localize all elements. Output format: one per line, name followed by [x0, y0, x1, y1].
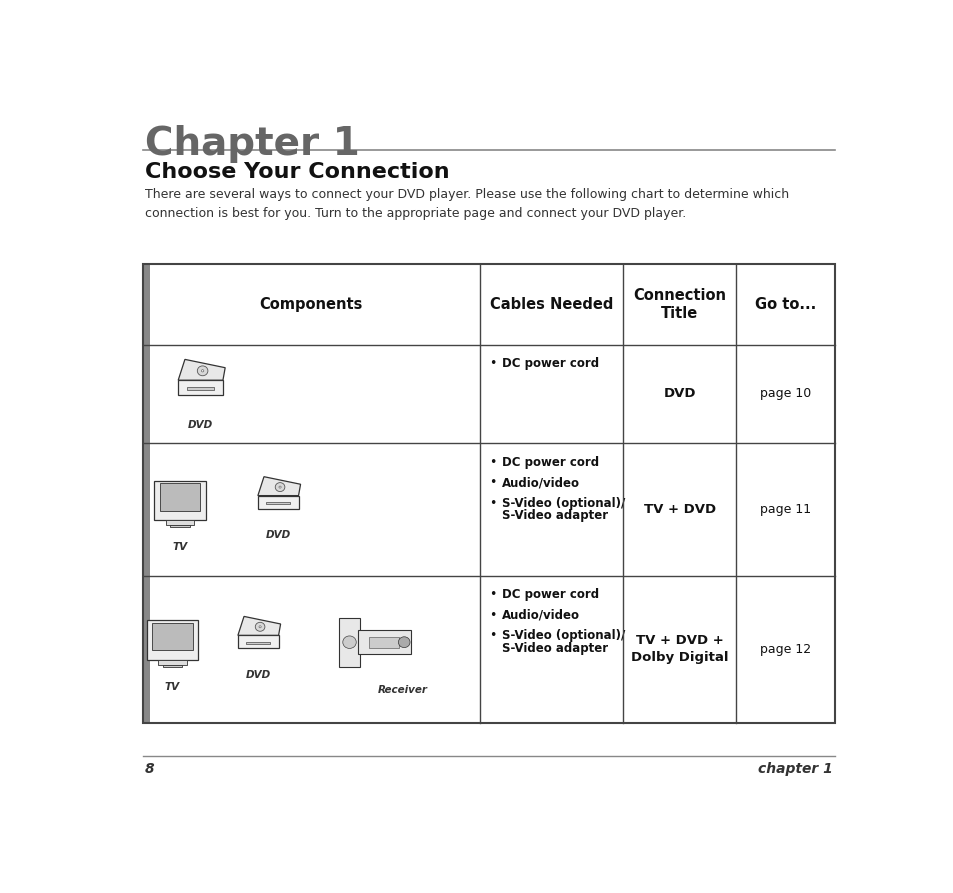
- Polygon shape: [237, 616, 280, 635]
- Text: Audio/video: Audio/video: [501, 608, 579, 622]
- Text: DVD: DVD: [245, 670, 271, 680]
- Text: DC power cord: DC power cord: [501, 588, 598, 601]
- Circle shape: [201, 370, 204, 372]
- Circle shape: [342, 636, 355, 648]
- Polygon shape: [178, 359, 225, 380]
- Text: page 10: page 10: [759, 388, 810, 400]
- Bar: [246, 642, 270, 644]
- Text: •: •: [488, 497, 496, 510]
- Text: There are several ways to connect your DVD player. Please use the following char: There are several ways to connect your D…: [145, 188, 788, 221]
- Bar: [154, 480, 206, 521]
- Text: •: •: [488, 455, 496, 469]
- Bar: [162, 665, 182, 667]
- Text: 8: 8: [145, 762, 154, 776]
- Bar: [143, 264, 834, 722]
- Text: page 12: page 12: [760, 643, 810, 655]
- Bar: [143, 264, 151, 722]
- Text: Chapter 1: Chapter 1: [145, 125, 359, 163]
- Text: Cables Needed: Cables Needed: [489, 296, 613, 312]
- Text: page 11: page 11: [760, 503, 810, 516]
- Text: chapter 1: chapter 1: [758, 762, 832, 776]
- Bar: [187, 388, 213, 389]
- Text: DVD: DVD: [188, 420, 213, 430]
- Bar: [160, 483, 200, 511]
- Text: Go to...: Go to...: [754, 296, 815, 312]
- Circle shape: [275, 482, 285, 491]
- Bar: [170, 525, 190, 527]
- Bar: [237, 635, 278, 648]
- Bar: [357, 630, 410, 655]
- Circle shape: [278, 486, 281, 488]
- Text: Receiver: Receiver: [377, 685, 427, 695]
- Text: DC power cord: DC power cord: [501, 357, 598, 370]
- Text: TV + DVD +
Dolby Digital: TV + DVD + Dolby Digital: [630, 634, 727, 664]
- Circle shape: [258, 626, 261, 628]
- Text: S-Video (optional)/: S-Video (optional)/: [501, 630, 625, 642]
- Text: S-Video adapter: S-Video adapter: [501, 509, 608, 522]
- Text: Connection
Title: Connection Title: [633, 288, 725, 321]
- Text: Choose Your Connection: Choose Your Connection: [145, 163, 449, 182]
- Circle shape: [255, 622, 265, 631]
- Text: S-Video adapter: S-Video adapter: [501, 641, 608, 655]
- Circle shape: [398, 637, 410, 647]
- Text: •: •: [488, 357, 496, 370]
- Bar: [339, 618, 359, 667]
- Text: •: •: [488, 608, 496, 622]
- Bar: [369, 638, 398, 648]
- Text: Components: Components: [259, 296, 363, 312]
- Bar: [257, 496, 298, 509]
- Bar: [266, 502, 290, 504]
- Bar: [147, 621, 198, 660]
- Text: DC power cord: DC power cord: [501, 455, 598, 469]
- Text: •: •: [488, 630, 496, 642]
- Polygon shape: [257, 477, 300, 496]
- Bar: [158, 660, 187, 665]
- Text: •: •: [488, 476, 496, 489]
- Text: S-Video (optional)/: S-Video (optional)/: [501, 497, 625, 510]
- Text: TV: TV: [165, 682, 180, 692]
- Circle shape: [197, 366, 208, 376]
- Text: DVD: DVD: [265, 530, 291, 540]
- Text: Audio/video: Audio/video: [501, 476, 579, 489]
- Text: •: •: [488, 588, 496, 601]
- Text: TV: TV: [172, 542, 187, 553]
- Bar: [152, 623, 193, 650]
- Text: TV + DVD: TV + DVD: [643, 503, 715, 516]
- Bar: [166, 521, 193, 525]
- Bar: [178, 380, 223, 395]
- Text: DVD: DVD: [662, 388, 695, 400]
